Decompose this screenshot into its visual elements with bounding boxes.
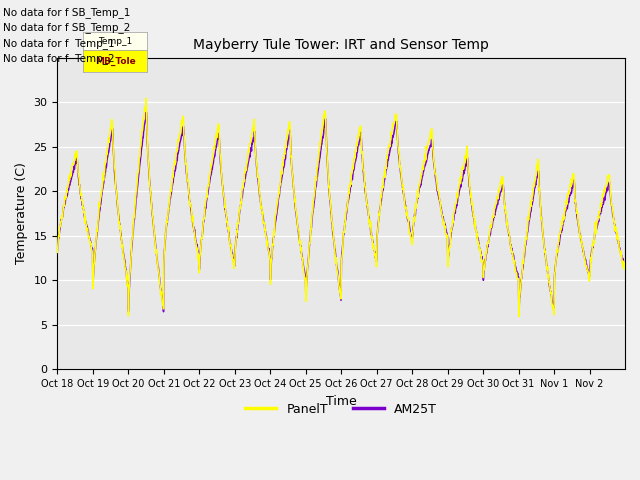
- Y-axis label: Temperature (C): Temperature (C): [15, 163, 28, 264]
- Text: Temp_1: Temp_1: [98, 37, 132, 46]
- Text: No data for f SB_Temp_2: No data for f SB_Temp_2: [3, 23, 131, 34]
- Text: MB_Tole: MB_Tole: [95, 57, 136, 66]
- X-axis label: Time: Time: [326, 395, 356, 408]
- Text: No data for f  Temp_2: No data for f Temp_2: [3, 53, 115, 64]
- Text: No data for f  Temp_1: No data for f Temp_1: [3, 38, 115, 49]
- Legend: PanelT, AM25T: PanelT, AM25T: [240, 398, 442, 420]
- Text: No data for f SB_Temp_1: No data for f SB_Temp_1: [3, 7, 131, 18]
- Title: Mayberry Tule Tower: IRT and Sensor Temp: Mayberry Tule Tower: IRT and Sensor Temp: [193, 38, 489, 52]
